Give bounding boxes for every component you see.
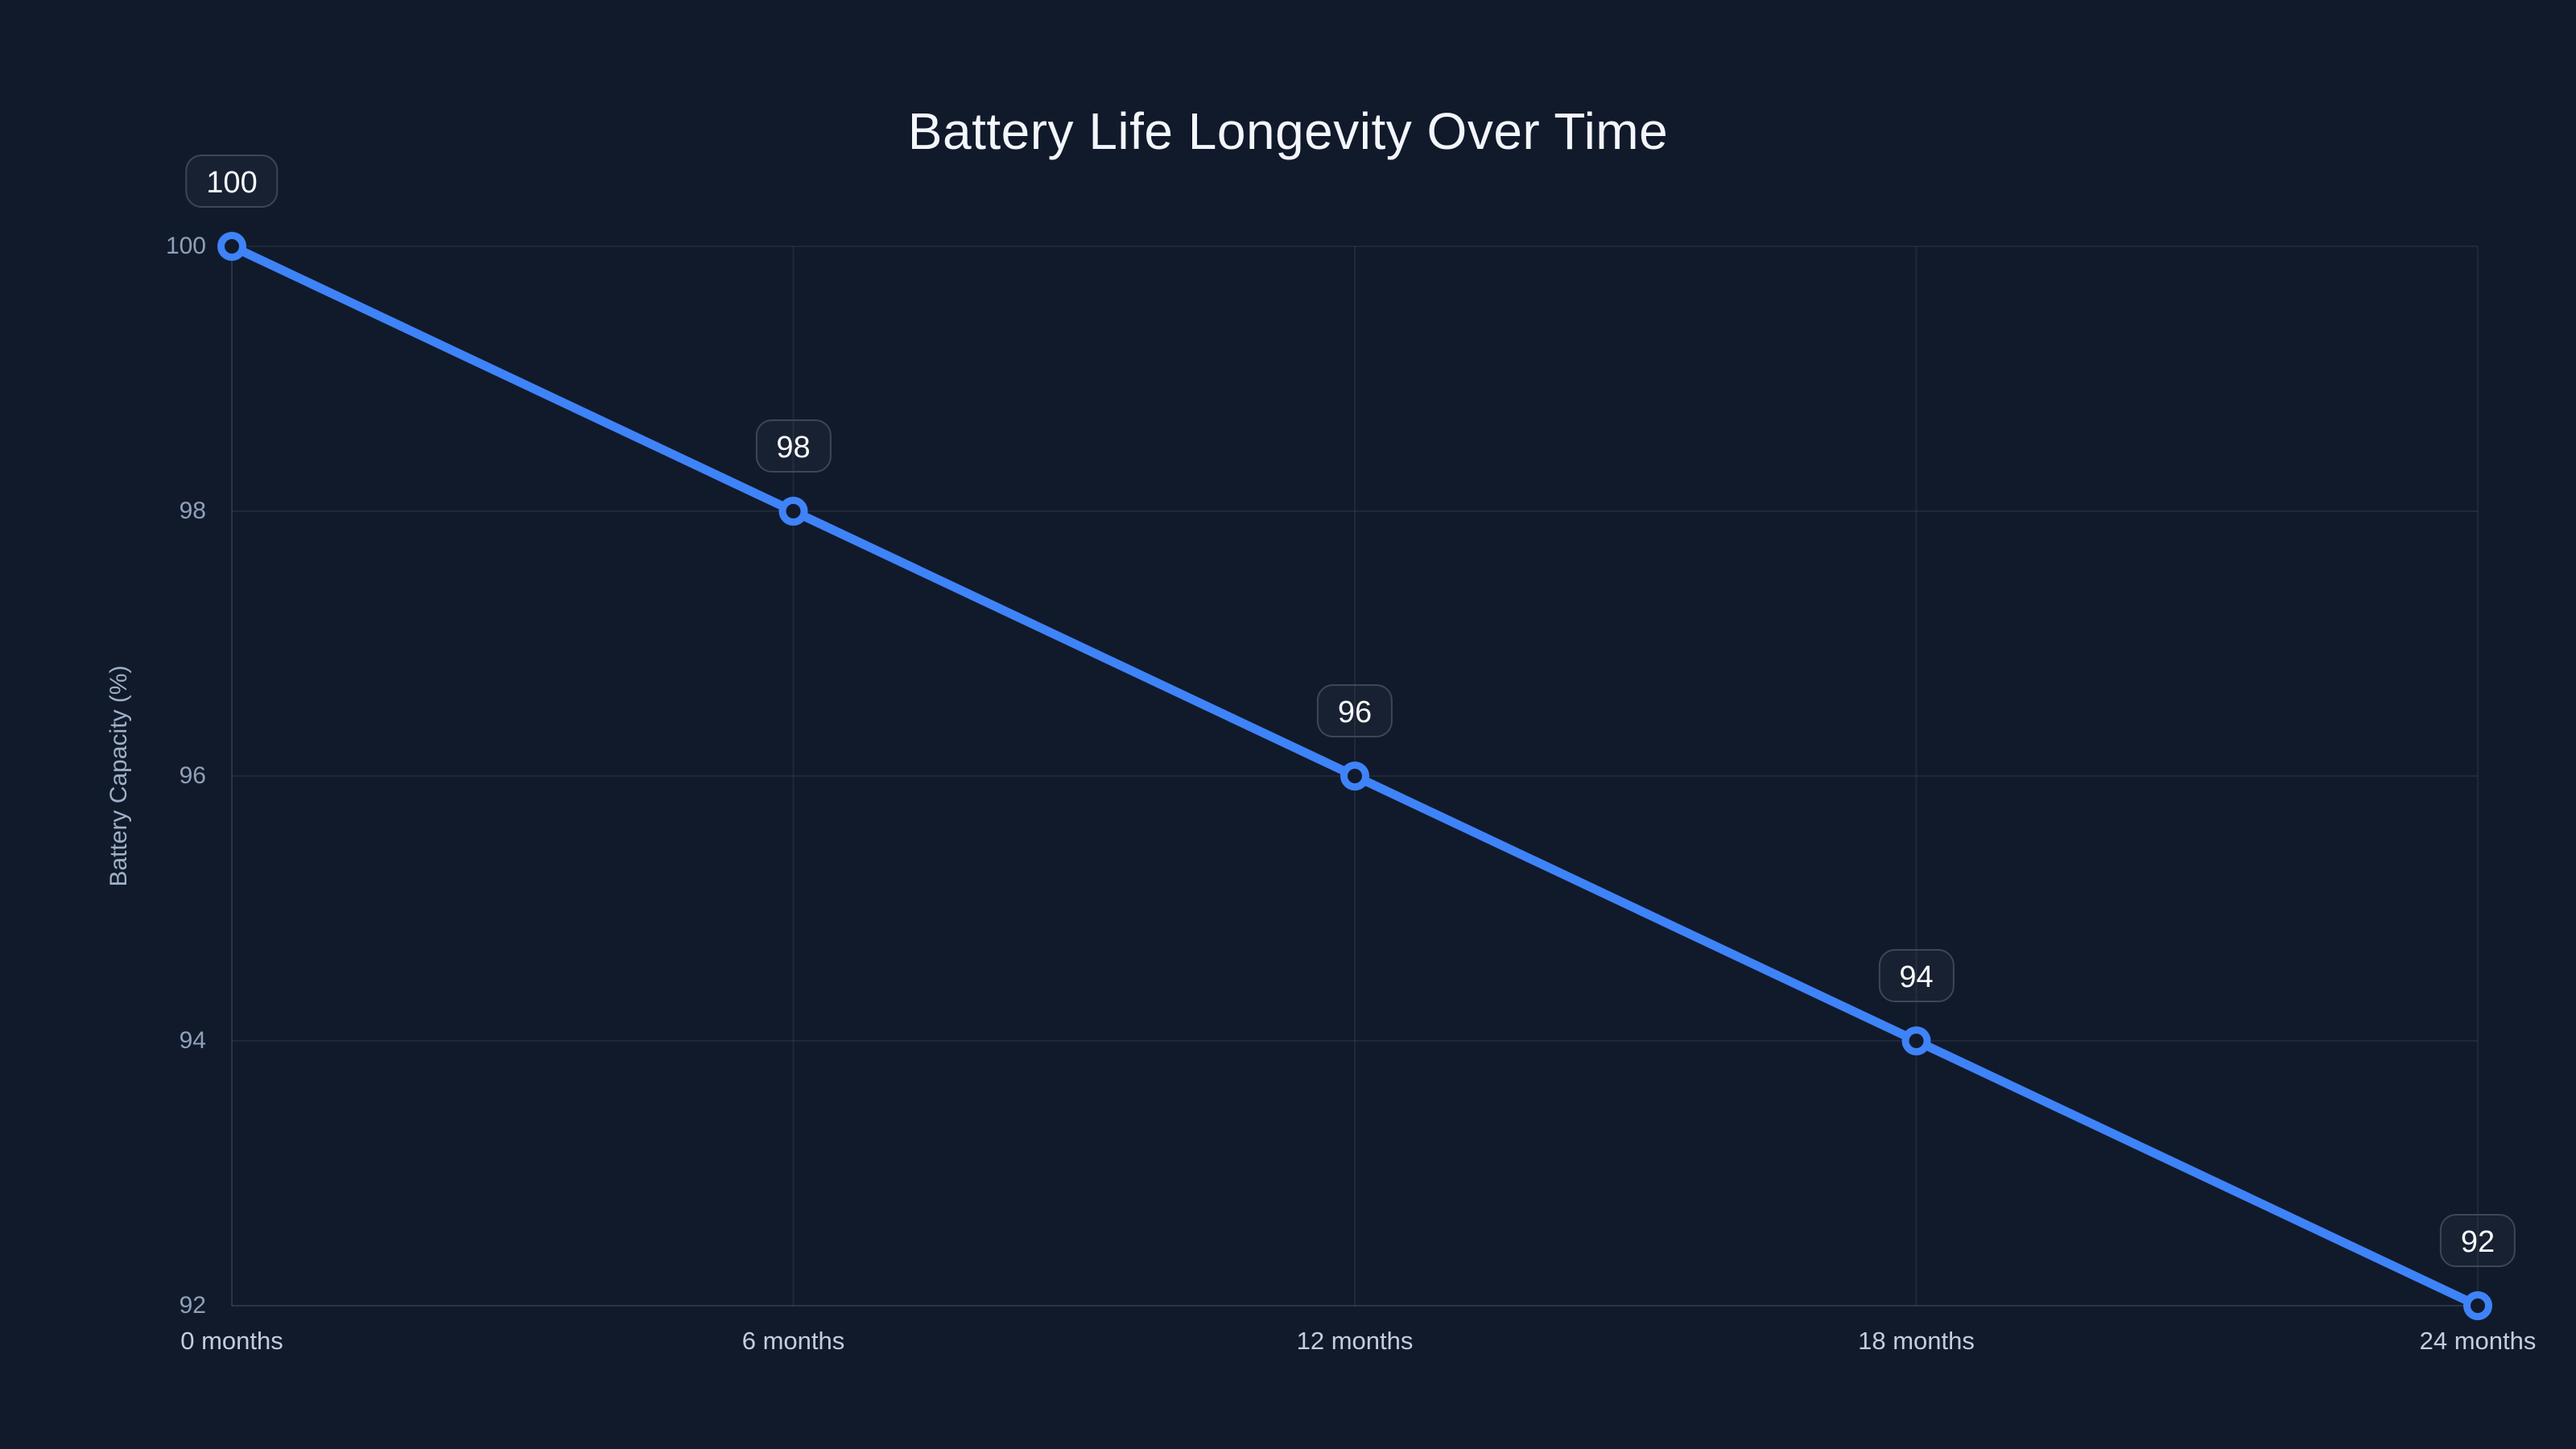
x-axis-tick-label: 18 months <box>1858 1327 1975 1355</box>
data-point-label: 96 <box>1316 684 1393 737</box>
x-axis-tick-label: 12 months <box>1296 1327 1414 1355</box>
y-axis-tick-label: 96 <box>179 762 206 789</box>
y-axis-tick-label: 94 <box>179 1027 206 1054</box>
data-point-label: 98 <box>755 419 832 473</box>
data-point-label: 92 <box>2439 1214 2516 1267</box>
y-axis-tick-label: 98 <box>179 497 206 524</box>
y-axis-tick-label: 92 <box>179 1292 206 1319</box>
x-axis-tick-label: 24 months <box>2419 1327 2537 1355</box>
data-point-marker[interactable] <box>217 232 246 261</box>
data-point-marker[interactable] <box>2463 1291 2492 1320</box>
data-point-label: 94 <box>1878 949 1955 1002</box>
data-point-marker[interactable] <box>1340 762 1369 791</box>
data-point-label: 100 <box>185 155 279 208</box>
data-point-marker[interactable] <box>1901 1026 1931 1055</box>
x-axis-tick-label: 6 months <box>741 1327 845 1355</box>
y-axis-tick-label: 100 <box>165 233 206 259</box>
data-point-marker[interactable] <box>778 497 808 526</box>
chart-title: Battery Life Longevity Over Time <box>907 102 1669 160</box>
x-axis-tick-label: 0 months <box>180 1327 283 1355</box>
